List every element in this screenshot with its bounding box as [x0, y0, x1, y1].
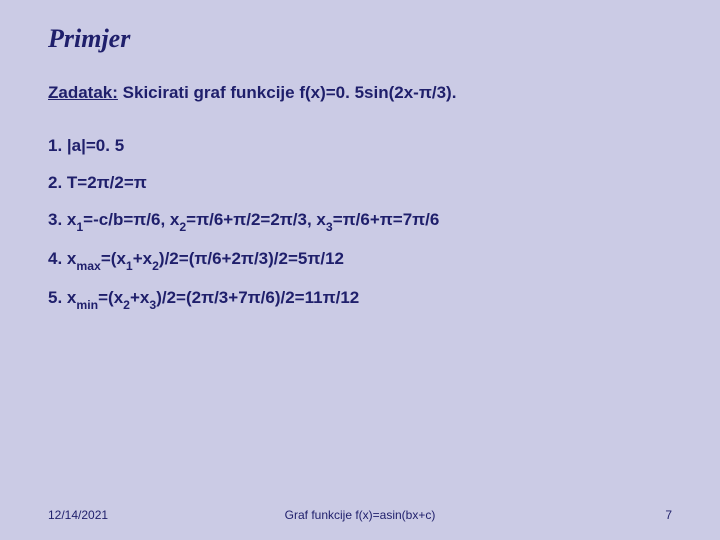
- slide: Primjer Zadatak: Skicirati graf funkcije…: [0, 0, 720, 540]
- step-2: 2. T=2π/2=π: [48, 172, 672, 195]
- task-text: Skicirati graf funkcije f(x)=0. 5sin(2x-…: [118, 83, 457, 102]
- slide-footer: 12/14/2021 Graf funkcije f(x)=asin(bx+c)…: [0, 508, 720, 522]
- step-4: 4. xmax=(x1+x2)/2=(π/6+2π/3)/2=5π/12: [48, 248, 672, 273]
- steps-list: 1. |a|=0. 5 2. T=2π/2=π 3. x1=-c/b=π/6, …: [48, 135, 672, 312]
- step-5: 5. xmin=(x2+x3)/2=(2π/3+7π/6)/2=11π/12: [48, 287, 672, 312]
- step-1: 1. |a|=0. 5: [48, 135, 672, 158]
- task-statement: Zadatak: Skicirati graf funkcije f(x)=0.…: [48, 82, 672, 105]
- step-3: 3. x1=-c/b=π/6, x2=π/6+π/2=2π/3, x3=π/6+…: [48, 209, 672, 234]
- footer-date: 12/14/2021: [48, 508, 108, 522]
- slide-title: Primjer: [48, 24, 672, 54]
- task-label: Zadatak:: [48, 83, 118, 102]
- footer-page-number: 7: [665, 508, 672, 522]
